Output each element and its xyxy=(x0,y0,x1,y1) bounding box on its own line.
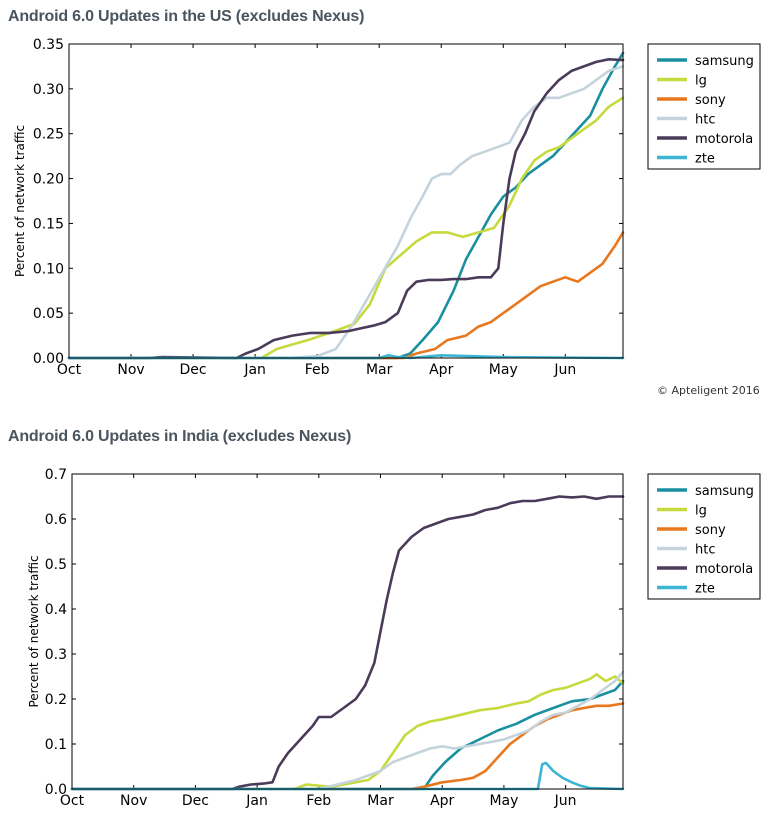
x-tick-label: Jun xyxy=(553,362,576,378)
x-tick-label: Jan xyxy=(245,793,268,808)
legend: samsung lg sony htc motorola zte xyxy=(647,473,761,600)
legend-box xyxy=(647,43,761,170)
plot-frame xyxy=(71,473,624,790)
x-tick-label: Nov xyxy=(120,793,147,808)
x-tick-label: Mar xyxy=(367,793,394,808)
series-line-htc xyxy=(67,65,625,360)
y-tick-label: 0.3 xyxy=(45,647,67,663)
series-line-motorola xyxy=(67,58,625,360)
legend-label-samsung: samsung xyxy=(695,484,754,499)
series-line-zte xyxy=(70,761,625,791)
x-tick-label: Feb xyxy=(305,362,330,378)
y-tick-label: 0.10 xyxy=(33,261,64,277)
x-tick-label: Jan xyxy=(243,362,266,378)
y-tick-label: 0.2 xyxy=(45,692,67,708)
series-line-sony xyxy=(67,231,625,360)
x-tick-label: Dec xyxy=(182,793,209,808)
us-chart: 0.00 0.05 0.10 0.15 0.20 0.25 0.30 0.35 Oct Nov De… xyxy=(13,37,761,378)
legend-label-sony: sony xyxy=(695,93,726,108)
x-tick-label: Dec xyxy=(180,362,207,378)
chart-title: Android 6.0 Updates in India (excludes N… xyxy=(8,428,352,445)
y-tick-label: 0.5 xyxy=(45,557,67,573)
series-line-samsung xyxy=(67,51,625,360)
x-tick-label: Apr xyxy=(430,793,454,808)
y-tick-label: 0.20 xyxy=(33,172,64,188)
y-tick-label: 0.7 xyxy=(45,467,67,483)
x-tick-label: Apr xyxy=(429,362,453,378)
y-tick-label: 0.00 xyxy=(33,351,64,367)
y-tick-label: 0.6 xyxy=(45,512,67,528)
y-tick-label: 0.25 xyxy=(33,127,64,143)
x-tick-label: May xyxy=(489,793,518,808)
x-tick-label: Feb xyxy=(306,793,331,808)
plot-area xyxy=(72,474,623,789)
series-line-htc xyxy=(70,670,625,791)
x-tick-label: Nov xyxy=(117,362,144,378)
x-tick-label: Oct xyxy=(60,793,85,808)
legend-label-motorola: motorola xyxy=(695,132,753,147)
y-tick-label: 0.1 xyxy=(45,737,67,753)
y-axis-label: Percent of network traffic xyxy=(27,555,41,707)
legend-label-htc: htc xyxy=(695,113,715,128)
legend-label-htc: htc xyxy=(695,543,715,558)
legend-label-zte: zte xyxy=(695,582,715,597)
x-tick-label: Jun xyxy=(554,793,577,808)
series-line-lg xyxy=(67,96,625,360)
plot-frame xyxy=(68,43,624,359)
india-chart: 0.0 0.1 0.2 0.3 0.4 0.5 0.6 0.7 Oct Nov Dec Jan Feb M… xyxy=(27,467,761,808)
y-tick-label: 0.0 xyxy=(45,782,67,798)
legend-label-lg: lg xyxy=(695,74,707,89)
y-tick-label: 0.35 xyxy=(33,37,64,53)
series-line-lg xyxy=(70,673,625,791)
y-tick-label: 0.4 xyxy=(45,602,67,618)
legend-label-lg: lg xyxy=(695,504,707,519)
series-line-motorola xyxy=(70,495,625,791)
legend-label-samsung: samsung xyxy=(695,54,754,69)
plot-area xyxy=(69,44,623,358)
x-tick-label: Mar xyxy=(366,362,393,378)
series-line-sony xyxy=(70,702,625,791)
legend-box xyxy=(647,473,761,600)
x-tick-label: May xyxy=(489,362,518,378)
copyright-credit: © Apteligent 2016 xyxy=(657,384,760,397)
y-tick-label: 0.05 xyxy=(33,306,64,322)
chart-title: Android 6.0 Updates in the US (excludes … xyxy=(8,8,365,25)
legend: samsung lg sony htc motorola zte xyxy=(647,43,761,170)
series-line-samsung xyxy=(70,679,625,791)
y-axis-label: Percent of network traffic xyxy=(13,125,27,277)
legend-label-zte: zte xyxy=(695,152,715,167)
x-tick-label: Oct xyxy=(57,362,82,378)
legend-label-sony: sony xyxy=(695,523,726,538)
y-tick-label: 0.30 xyxy=(33,82,64,98)
y-tick-label: 0.15 xyxy=(33,216,64,232)
legend-label-motorola: motorola xyxy=(695,562,753,577)
